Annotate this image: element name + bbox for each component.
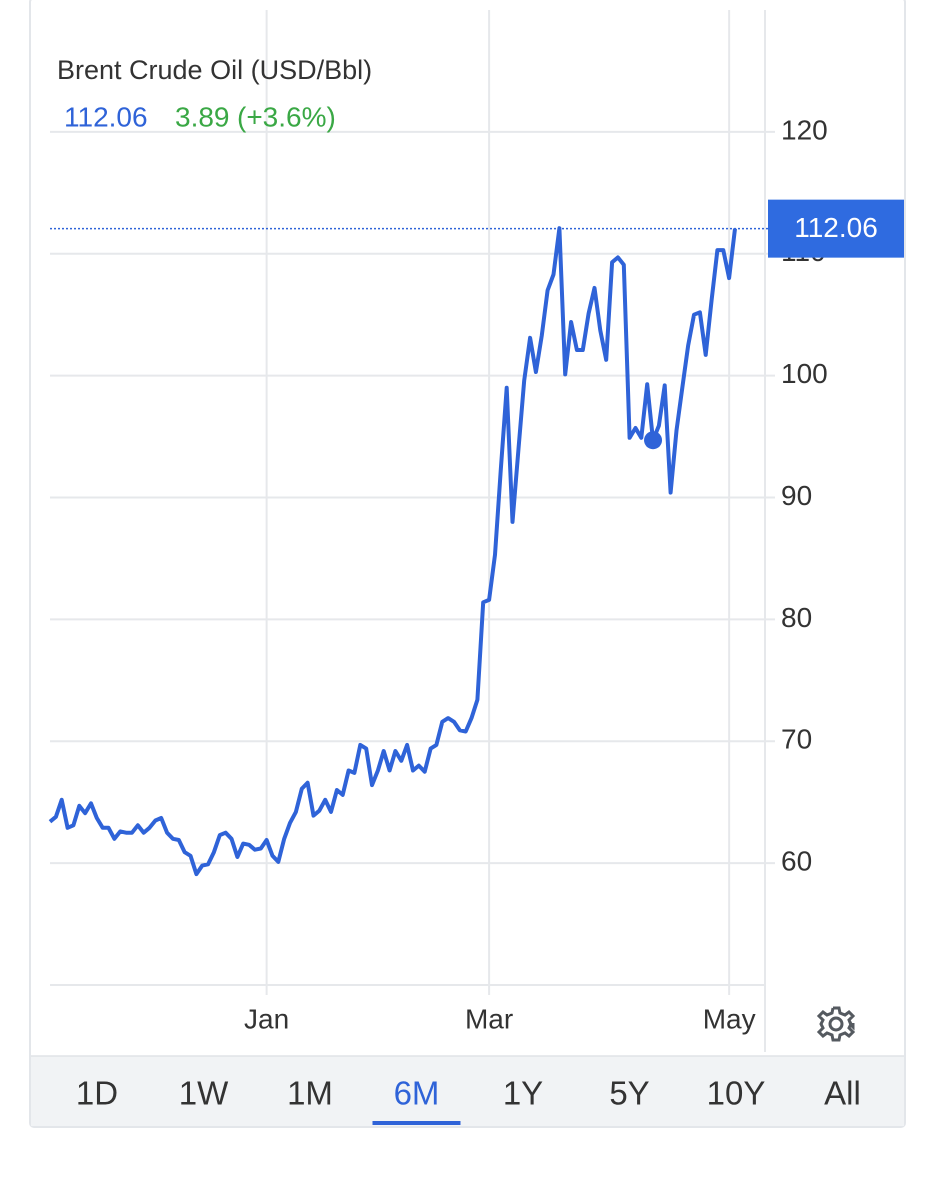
range-button[interactable]: All <box>824 1075 861 1112</box>
y-tick-label: 60 <box>781 846 812 877</box>
last-price: 112.06 <box>64 101 148 132</box>
range-button[interactable]: 10Y <box>707 1075 766 1112</box>
y-tick-label: 70 <box>781 724 812 755</box>
y-tick-label: 120 <box>781 114 828 145</box>
last-price-tag-label: 112.06 <box>794 212 878 243</box>
y-tick-label: 90 <box>781 480 812 511</box>
range-button[interactable]: 5Y <box>609 1075 649 1112</box>
y-tick-label: 100 <box>781 358 828 389</box>
range-button[interactable]: 6M <box>394 1075 440 1112</box>
chart-title: Brent Crude Oil (USD/Bbl) <box>57 55 372 85</box>
range-underline <box>372 1121 461 1125</box>
change: 3.89 <box>175 101 230 132</box>
range-button[interactable]: 1M <box>287 1075 333 1112</box>
range-bar <box>31 1056 904 1126</box>
card <box>29 0 906 1128</box>
range-button[interactable]: 1W <box>179 1075 229 1112</box>
price-line <box>48 226 737 877</box>
y-tick-label: 80 <box>781 602 812 633</box>
change-percent: (+3.6%) <box>237 101 336 132</box>
hover-point <box>644 431 663 450</box>
plot: 112.06 <box>48 199 904 877</box>
settings-icon[interactable] <box>816 1006 856 1042</box>
grid: 60708090100110120JanMarMay <box>50 10 828 1034</box>
x-tick-label: Jan <box>244 1003 289 1034</box>
last-price-tag <box>768 199 904 258</box>
range-button[interactable]: 1Y <box>503 1075 543 1112</box>
x-tick-label: May <box>703 1003 756 1034</box>
range-button[interactable]: 1D <box>76 1075 118 1112</box>
x-tick-label: Mar <box>465 1003 513 1034</box>
